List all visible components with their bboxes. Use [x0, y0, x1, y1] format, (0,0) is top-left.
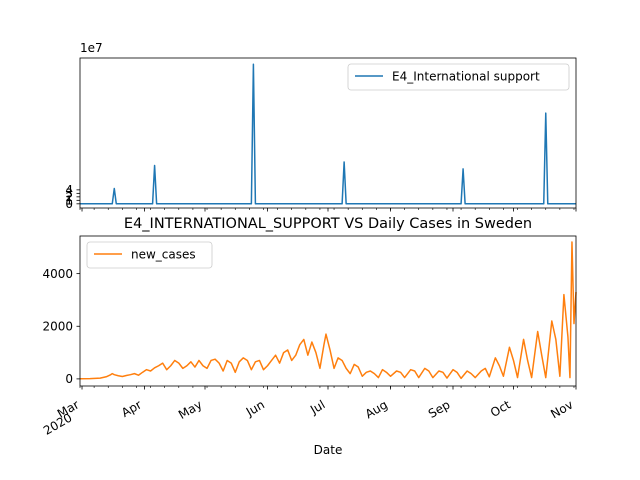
y-tick-label: 1	[65, 194, 73, 208]
top-series-layer	[80, 63, 576, 205]
chart-title: E4_INTERNATIONAL_SUPPORT VS Daily Cases …	[124, 216, 532, 232]
top-y-multiplier: 1e7	[80, 41, 103, 55]
top-legend-label: E4_International support	[392, 70, 540, 84]
series-line-E4_International support	[80, 63, 576, 205]
y-tick-label: 4000	[42, 267, 73, 281]
y-tick-label: 2000	[42, 320, 73, 334]
bottom-legend-box	[86, 241, 213, 269]
y-tick-label: 4	[65, 183, 73, 197]
top-legend: E4_International support	[347, 63, 570, 91]
bottom-series-layer	[79, 241, 577, 380]
top-legend-box	[347, 63, 570, 91]
y-tick-label: 3	[65, 187, 73, 201]
y-tick-label: 0	[65, 197, 73, 211]
y-tick-label: 2	[65, 190, 73, 204]
bottom-y-axis: 0 2000 4000	[42, 267, 80, 386]
series-line-new_cases	[79, 241, 577, 380]
bottom-legend: new_cases	[86, 241, 213, 269]
x-tick-label: Jul	[307, 397, 327, 417]
x-axis-label: Date	[314, 443, 343, 457]
bottom-legend-label: new_cases	[131, 248, 196, 262]
y-tick-label: 0	[65, 372, 73, 386]
top-x-ticks	[79, 208, 577, 212]
